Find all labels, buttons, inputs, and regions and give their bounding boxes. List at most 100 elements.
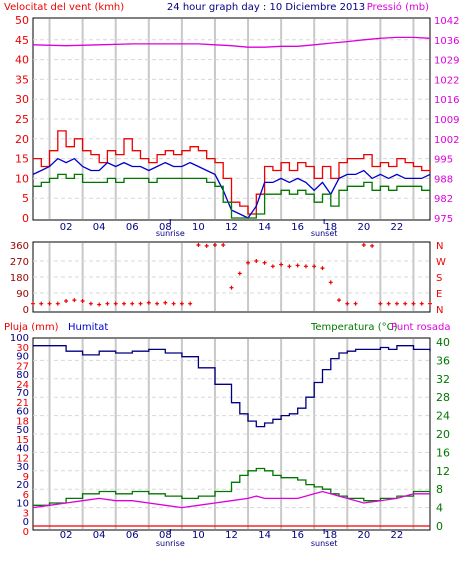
top-header-center: 24 hour graph day : 10 Diciembre 2013: [167, 2, 365, 13]
bot-ytick-humidity-80: 80: [16, 370, 29, 381]
dir-point-1: [39, 301, 44, 306]
dir-point-9: [105, 301, 110, 306]
dir-point-13: [138, 301, 143, 306]
top-ytick-right-1022: 1022: [434, 75, 459, 86]
dir-point-14: [146, 300, 151, 305]
dir-point-39: [353, 301, 358, 306]
bot-ytick-humidity-20: 20: [16, 480, 29, 491]
bot-ytick-humidity-30: 30: [16, 462, 29, 473]
top-ytick-left-0: 0: [22, 212, 29, 225]
dir-point-17: [171, 301, 176, 306]
dir-point-11: [121, 301, 126, 306]
top-ytick-left-50: 50: [15, 14, 29, 27]
dir-point-45: [403, 301, 408, 306]
bot-ytick-right-28: 28: [436, 391, 450, 404]
bot-ytick-right-12: 12: [436, 465, 450, 478]
dir-point-25: [237, 271, 242, 276]
dir-point-8: [97, 302, 102, 307]
bottom-header-dew: Punt rosada: [391, 322, 450, 333]
dir-point-48: [428, 301, 432, 306]
dir-point-28: [262, 260, 267, 265]
bot-ytick-right-0: 0: [436, 520, 443, 533]
dir-point-44: [394, 301, 399, 306]
dir-point-47: [419, 301, 424, 306]
bot-ytick-rain-15: 15: [16, 435, 29, 446]
bot-xtick-12: 12: [225, 530, 238, 541]
bot-ytick-right-32: 32: [436, 373, 450, 386]
bot-xtick-02: 02: [60, 530, 73, 541]
dir-point-31: [287, 264, 292, 269]
bot-ytick-rain-3: 3: [23, 509, 29, 520]
bot-ytick-rain-24: 24: [16, 380, 29, 391]
top-header-right: Pressió (mb): [367, 1, 429, 13]
top-ytick-right-982: 982: [434, 194, 453, 205]
dir-point-46: [411, 301, 416, 306]
series-min-wind-line: [33, 173, 431, 219]
series-gust-line: [33, 130, 431, 215]
dir-point-43: [386, 301, 391, 306]
top-xtick-20: 20: [357, 222, 370, 233]
dir-point-7: [88, 301, 93, 306]
dir-point-35: [320, 266, 325, 271]
bot-ytick-humidity-70: 70: [16, 388, 29, 399]
dir-point-32: [295, 263, 300, 268]
series-pressure-line: [32, 36, 431, 48]
dir-point-34: [312, 264, 317, 269]
dir-point-3: [55, 301, 60, 306]
bot-xtick-18: 18: [324, 530, 337, 541]
dir-point-36: [328, 280, 333, 285]
bot-xtick-08: 08: [159, 530, 172, 541]
bot-ytick-rain-21: 21: [16, 398, 29, 409]
bot-ytick-right-8: 8: [436, 483, 443, 496]
dir-ytick-left-270: 270: [10, 257, 29, 268]
dir-point-5: [72, 298, 77, 303]
bot-xtick-14: 14: [258, 530, 271, 541]
bot-ytick-rain-30: 30: [16, 343, 29, 354]
dir-point-27: [254, 259, 259, 263]
bot-ytick-rain-18: 18: [16, 417, 29, 428]
dir-point-6: [80, 299, 85, 303]
bottom-header-temp: Temperatura (°C): [310, 322, 398, 333]
dir-point-12: [130, 301, 135, 306]
bottom-header-humitat: Humitat: [68, 322, 108, 333]
top-xtick-22: 22: [391, 222, 404, 233]
top-xtick-16: 16: [291, 222, 304, 233]
dir-point-30: [279, 262, 284, 267]
top-ytick-right-975: 975: [434, 214, 453, 225]
dir-ytick-right-1: E: [436, 289, 442, 300]
top-xtick-14: 14: [258, 222, 271, 233]
dir-point-10: [113, 301, 118, 306]
dir-ytick-right-3: W: [436, 257, 446, 268]
top-ytick-left-45: 45: [15, 34, 29, 47]
top-ytick-left-40: 40: [15, 54, 29, 67]
dir-point-22: [212, 243, 217, 247]
bot-ytick-rain-0: 0: [23, 527, 29, 538]
dir-point-41: [370, 243, 375, 248]
dir-point-0: [31, 301, 35, 306]
dir-point-38: [345, 301, 350, 306]
bot-ytick-humidity-40: 40: [16, 443, 29, 454]
top-ytick-left-15: 15: [15, 153, 29, 166]
bot-ytick-right-16: 16: [436, 446, 450, 459]
top-xtick-10: 10: [192, 222, 205, 233]
bot-ytick-right-4: 4: [436, 502, 443, 515]
bot-xtick-20: 20: [357, 530, 370, 541]
dir-point-37: [337, 298, 342, 303]
top-ytick-right-1042: 1042: [434, 16, 459, 27]
bot-xtick-10: 10: [192, 530, 205, 541]
top-xtick-02: 02: [60, 222, 73, 233]
top-sunrise-label: sunrise: [156, 229, 185, 238]
bot-xtick-04: 04: [93, 530, 106, 541]
dir-ytick-left-180: 180: [10, 273, 29, 284]
top-ytick-right-1009: 1009: [434, 115, 459, 126]
dir-point-2: [47, 301, 52, 306]
top-ytick-left-10: 10: [15, 172, 29, 185]
top-ytick-right-1016: 1016: [434, 95, 459, 106]
dir-point-16: [163, 300, 168, 305]
dir-ytick-right-4: N: [436, 241, 443, 252]
series-dew-point-line: [32, 490, 430, 509]
bot-ytick-right-20: 20: [436, 428, 450, 441]
bot-ytick-humidity-100: 100: [10, 333, 29, 344]
top-xtick-08: 08: [159, 222, 172, 233]
